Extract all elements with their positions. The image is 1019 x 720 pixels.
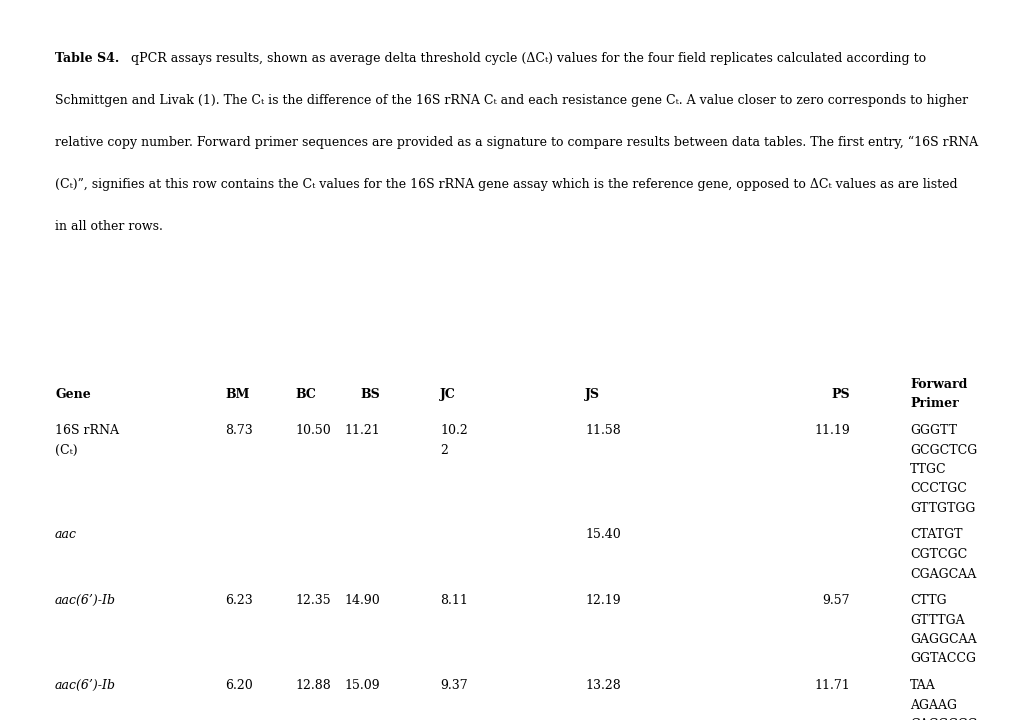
Text: JC: JC <box>439 388 455 401</box>
Text: aac(6’)-Ib: aac(6’)-Ib <box>55 679 116 692</box>
Text: Gene: Gene <box>55 388 91 401</box>
Text: 13.28: 13.28 <box>585 679 621 692</box>
Text: CGAGCAA: CGAGCAA <box>909 567 975 580</box>
Text: GGTACCG: GGTACCG <box>909 652 975 665</box>
Text: 8.11: 8.11 <box>439 594 468 607</box>
Text: (Cₜ)”, signifies at this row contains the Cₜ values for the 16S rRNA gene assay : (Cₜ)”, signifies at this row contains th… <box>55 178 957 191</box>
Text: 12.19: 12.19 <box>585 594 620 607</box>
Text: 9.37: 9.37 <box>439 679 467 692</box>
Text: AGAAG: AGAAG <box>909 698 956 711</box>
Text: BC: BC <box>294 388 316 401</box>
Text: TAA: TAA <box>909 679 934 692</box>
Text: 11.71: 11.71 <box>813 679 849 692</box>
Text: 11.58: 11.58 <box>585 424 621 437</box>
Text: qPCR assays results, shown as average delta threshold cycle (ΔCₜ) values for the: qPCR assays results, shown as average de… <box>127 52 925 65</box>
Text: Table S4.: Table S4. <box>55 52 119 65</box>
Text: CTTG: CTTG <box>909 594 946 607</box>
Text: 11.19: 11.19 <box>813 424 849 437</box>
Text: (Cₜ): (Cₜ) <box>55 444 77 456</box>
Text: 15.09: 15.09 <box>344 679 380 692</box>
Text: aac: aac <box>55 528 76 541</box>
Text: Primer: Primer <box>909 397 958 410</box>
Text: CACGCCC: CACGCCC <box>909 718 976 720</box>
Text: CCCTGC: CCCTGC <box>909 482 966 495</box>
Text: 9.57: 9.57 <box>821 594 849 607</box>
Text: 12.88: 12.88 <box>294 679 330 692</box>
Text: GTTGTGG: GTTGTGG <box>909 502 974 515</box>
Text: 6.23: 6.23 <box>225 594 253 607</box>
Text: 15.40: 15.40 <box>585 528 621 541</box>
Text: 8.73: 8.73 <box>225 424 253 437</box>
Text: aac(6’)-Ib: aac(6’)-Ib <box>55 594 116 607</box>
Text: BS: BS <box>360 388 380 401</box>
Text: 14.90: 14.90 <box>344 594 380 607</box>
Text: 16S rRNA: 16S rRNA <box>55 424 119 437</box>
Text: PS: PS <box>830 388 849 401</box>
Text: GAGGCAA: GAGGCAA <box>909 633 975 646</box>
Text: GTTTGA: GTTTGA <box>909 613 964 626</box>
Text: 11.21: 11.21 <box>344 424 380 437</box>
Text: CGTCGC: CGTCGC <box>909 548 966 561</box>
Text: BM: BM <box>225 388 249 401</box>
Text: 2: 2 <box>439 444 447 456</box>
Text: in all other rows.: in all other rows. <box>55 220 163 233</box>
Text: 12.35: 12.35 <box>294 594 330 607</box>
Text: GCGCTCG: GCGCTCG <box>909 444 976 456</box>
Text: 6.20: 6.20 <box>225 679 253 692</box>
Text: GGGTT: GGGTT <box>909 424 956 437</box>
Text: CTATGT: CTATGT <box>909 528 962 541</box>
Text: 10.50: 10.50 <box>294 424 330 437</box>
Text: Forward: Forward <box>909 378 966 391</box>
Text: TTGC: TTGC <box>909 463 946 476</box>
Text: 10.2: 10.2 <box>439 424 468 437</box>
Text: relative copy number. Forward primer sequences are provided as a signature to co: relative copy number. Forward primer seq… <box>55 136 977 149</box>
Text: Schmittgen and Livak (1). The Cₜ is the difference of the 16S rRNA Cₜ and each r: Schmittgen and Livak (1). The Cₜ is the … <box>55 94 967 107</box>
Text: JS: JS <box>585 388 599 401</box>
